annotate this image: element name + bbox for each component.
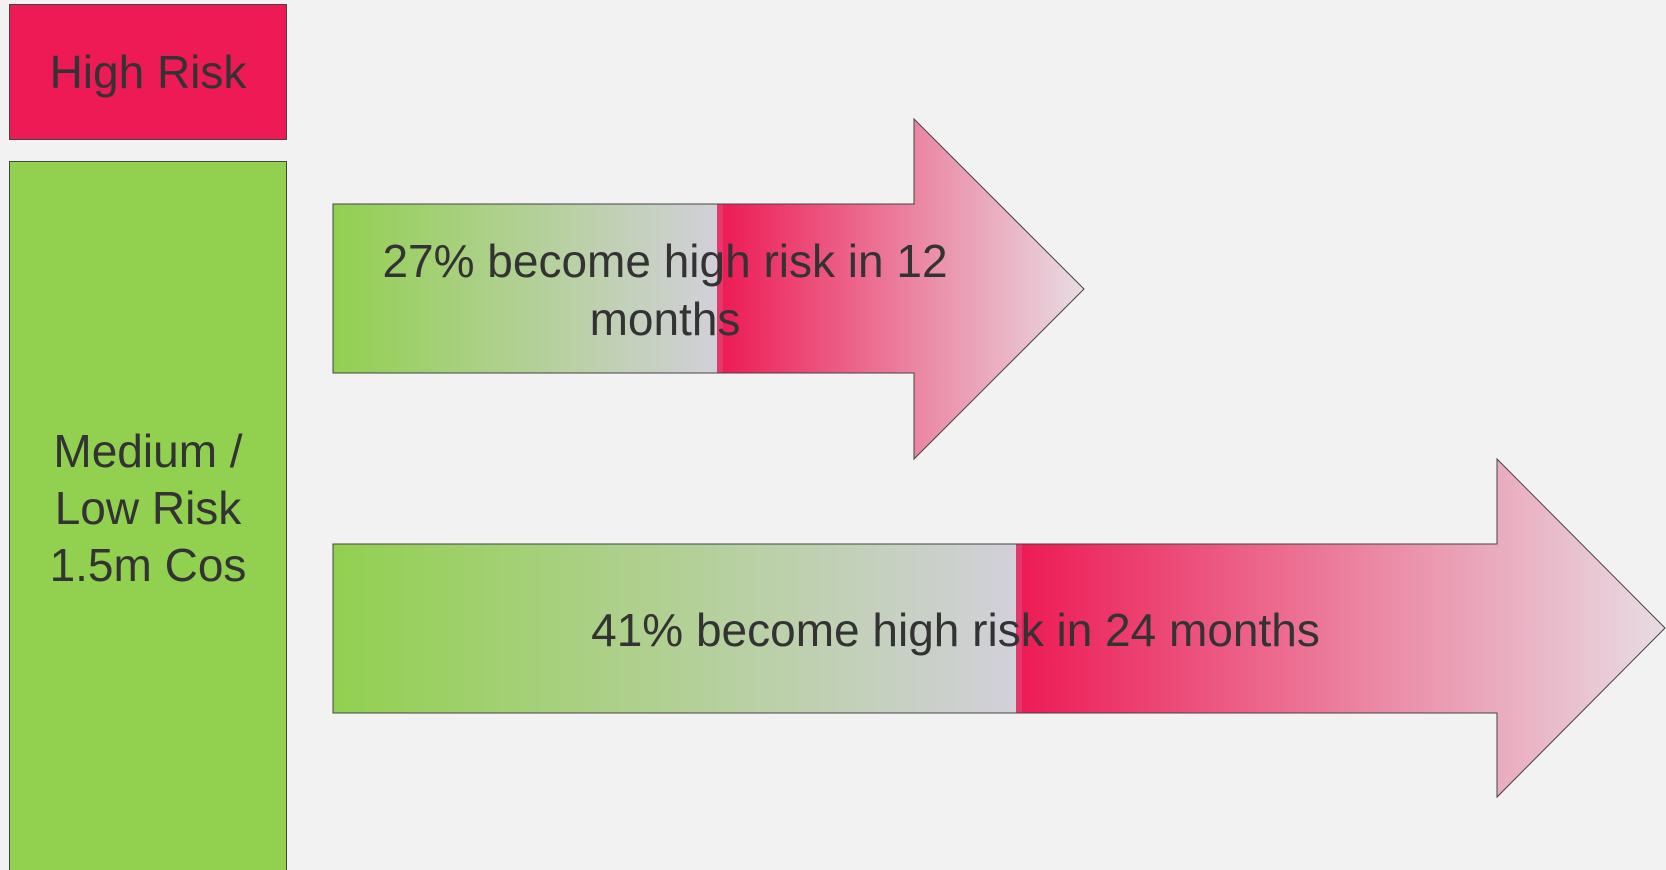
high-risk-box: High Risk [9,4,287,140]
medium-low-risk-label-line-2: Low Risk [54,481,242,534]
arrow-12-months-tail [333,204,719,373]
medium-low-risk-label-line-1: Medium / [53,424,243,477]
arrow-24-months-outline [332,457,1666,799]
high-risk-label: High Risk [49,45,247,98]
arrow-24-months-head [1018,459,1666,798]
medium-low-risk-label-line-3: 1.5m Cos [49,538,247,591]
medium-low-risk-label: Medium / Low Risk 1.5m Cos [50,423,247,594]
arrow-12-months-label: 27% become high risk in 12 months [382,235,948,345]
arrow-12-months [332,117,1085,461]
medium-low-risk-box: Medium / Low Risk 1.5m Cos [9,161,287,870]
arrow-24-months [332,457,1666,799]
arrow-12-months-outline [332,117,1085,461]
arrow-24-months-label: 41% become high risk in 24 months [591,604,1320,656]
arrow-24-months-tail [333,544,1018,713]
